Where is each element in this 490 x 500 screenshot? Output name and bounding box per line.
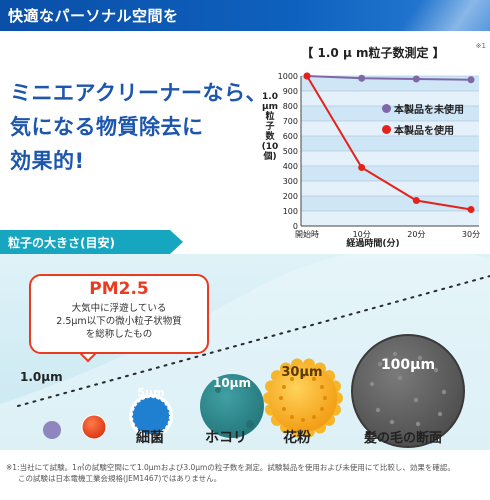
legend-dot-used — [382, 125, 391, 134]
legend-label-used: 本製品を使用 — [394, 126, 454, 137]
caption-bacteria: 細菌 — [136, 430, 164, 446]
hair-size-label: 100μm — [380, 357, 436, 373]
chart-band — [301, 196, 479, 211]
y-tick-label: 300 — [283, 177, 298, 186]
chart-band — [301, 106, 479, 121]
particle-count-chart: 1000 900 800 700 600 500 400 300 200 100 0 開始時 10分 20… — [256, 40, 490, 250]
particle-bacteria — [129, 394, 173, 438]
footnotes: ※1:当社にて試験。1㎥の試験空間にて1.0μmおよび3.0μmの粒子数を測定。… — [6, 462, 486, 484]
legend-dot-unused — [382, 104, 391, 113]
ylabel-part: 子 — [265, 122, 275, 132]
chart-band — [301, 181, 479, 196]
series-0-point — [412, 75, 420, 83]
legend-item-used: 本製品を使用 — [382, 122, 454, 137]
size-section-header: 粒子の大きさ(目安) — [0, 230, 183, 254]
pm25-callout: PM2.5 大気中に浮遊している 2.5μm以下の微小粒子状物質 を総称したもの — [29, 274, 209, 354]
y-tick-label: 100 — [283, 207, 298, 216]
ylabel-part: (10 — [261, 142, 279, 152]
headline-line-2: 気になる物質除去に — [10, 115, 204, 139]
banner-title: 快適なパーソナル空間を — [8, 7, 179, 25]
chart-band — [301, 151, 479, 166]
y-tick-label: 800 — [283, 102, 298, 111]
y-tick-label: 900 — [283, 87, 298, 96]
x-tick-label: 10分 — [353, 230, 371, 239]
headline-line-1: ミニエアクリーナーなら、 — [10, 81, 267, 105]
caption-hair: 髪の毛の断面 — [364, 431, 443, 446]
headline: ミニエアクリーナーなら、 気になる物質除去に 効果的! — [10, 76, 272, 178]
series-1-point — [303, 72, 311, 80]
series-1-point — [358, 164, 366, 171]
headline-line-3: 効果的! — [10, 149, 85, 173]
x-tick-label: 30分 — [462, 230, 480, 239]
series-line-0 — [306, 75, 472, 81]
y-tick-label: 0 — [293, 222, 298, 231]
pm25-desc-line-1: 大気中に浮遊している — [71, 303, 167, 314]
ylabel-part: 個) — [263, 152, 277, 162]
legend-item-unused: 本製品を未使用 — [382, 101, 464, 116]
bacteria-size-label: 5μm — [137, 386, 165, 399]
chart-band — [301, 136, 479, 151]
chart-x-axis-title: 経過時間(分) — [346, 239, 400, 249]
pm25-title: PM2.5 — [89, 279, 149, 299]
caption-pollen: 花粉 — [283, 430, 311, 446]
particle-dust — [200, 374, 264, 438]
chart-band — [301, 91, 479, 106]
series-line-1 — [306, 75, 472, 211]
particle-1um — [43, 421, 61, 439]
pollen-size-label: 30μm — [281, 365, 323, 380]
pm25-desc-line-3: を総称したもの — [85, 329, 153, 340]
size-section-header-label: 粒子の大きさ(目安) — [8, 236, 115, 250]
footnote-line-2: この試験は日本電機工業会規格(JEM1467)ではありません。 — [18, 474, 222, 483]
particle-hair-cross-section — [351, 334, 465, 448]
x-tick-label: 20分 — [407, 230, 425, 239]
caption-dust: ホコリ — [205, 430, 247, 446]
pm25-desc-line-2: 2.5μm以下の微小粒子状物質 — [56, 316, 182, 327]
ylabel-part: 粒 — [265, 112, 275, 122]
dust-size-label: 10μm — [212, 376, 252, 390]
particle-pollen — [263, 358, 343, 438]
series-0-point — [467, 76, 475, 84]
y-tick-label: 700 — [283, 117, 298, 126]
y-tick-label: 400 — [283, 162, 298, 171]
legend-label-unused: 本製品を未使用 — [394, 105, 464, 116]
size-panel-background — [0, 254, 490, 450]
y-tick-label: 1000 — [278, 72, 298, 81]
particle-size-section: 粒子の大きさ(目安) — [0, 230, 490, 450]
y-tick-label: 200 — [283, 192, 298, 201]
particle-pm25 — [81, 414, 107, 440]
chart-band — [301, 166, 479, 181]
chart-band — [301, 211, 479, 226]
series-1-point — [412, 197, 420, 204]
chart-y-axis-label: 1.0 μm 粒 子 数 (10 個) — [258, 92, 282, 162]
scale-label-1um: 1.0μm — [20, 370, 63, 384]
y-tick-label: 600 — [283, 132, 298, 141]
ylabel-part: 1.0 — [262, 92, 278, 102]
y-tick-label: 500 — [283, 147, 298, 156]
top-banner: 快適なパーソナル空間を — [0, 0, 490, 31]
ylabel-part: μm — [261, 102, 278, 112]
x-tick-label: 開始時 — [295, 229, 319, 239]
series-1-point — [467, 206, 475, 213]
footnote-line-1: ※1:当社にて試験。1㎥の試験空間にて1.0μmおよび3.0μmの粒子数を測定。… — [6, 463, 455, 472]
ylabel-part: 数 — [265, 132, 275, 142]
chart-title: 【 1.0 μ m粒子数測定 】 — [301, 46, 445, 60]
chart-footnote-mark: ※1 — [475, 42, 486, 50]
series-0-point — [358, 74, 366, 82]
